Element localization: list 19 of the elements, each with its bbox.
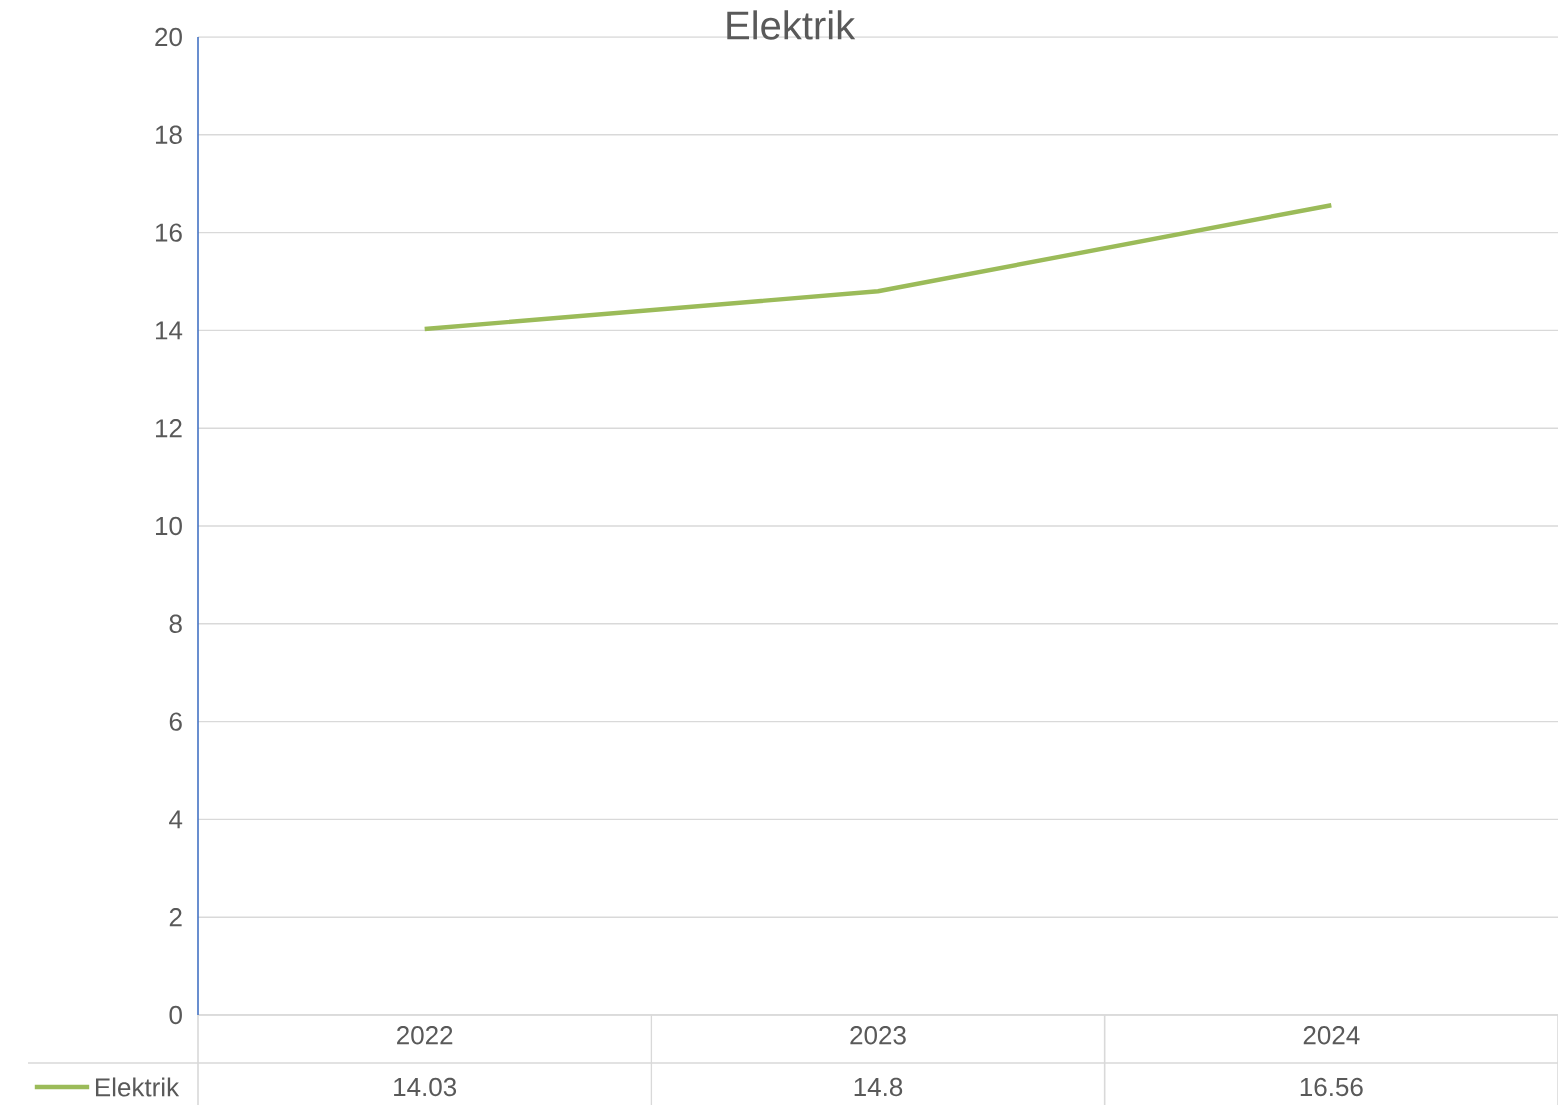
y-tick-label: 0	[169, 1005, 182, 1025]
y-tick-label: 12	[155, 419, 182, 438]
x-tick-label: 2022	[397, 1026, 453, 1045]
y-tick-label: 20	[155, 27, 182, 47]
y-tick-label: 16	[155, 223, 182, 242]
x-tick-label: 2023	[850, 1026, 906, 1045]
y-tick-label: 4	[169, 810, 183, 829]
chart-title: Elektrik	[727, 10, 856, 40]
data-label: 14.8	[854, 1077, 903, 1097]
y-tick-label: 18	[155, 125, 182, 144]
y-tick-label: 14	[155, 321, 183, 340]
data-label: 14.03	[394, 1077, 457, 1097]
y-tick-label: 6	[169, 712, 182, 731]
y-tick-label: 10	[155, 516, 182, 536]
y-tick-label: 2	[169, 908, 182, 927]
y-tick-label: 8	[169, 614, 182, 633]
legend-label: Elektrik	[95, 1077, 180, 1097]
x-tick-label: 2024	[1303, 1026, 1360, 1045]
data-label: 16.56	[1300, 1077, 1363, 1097]
